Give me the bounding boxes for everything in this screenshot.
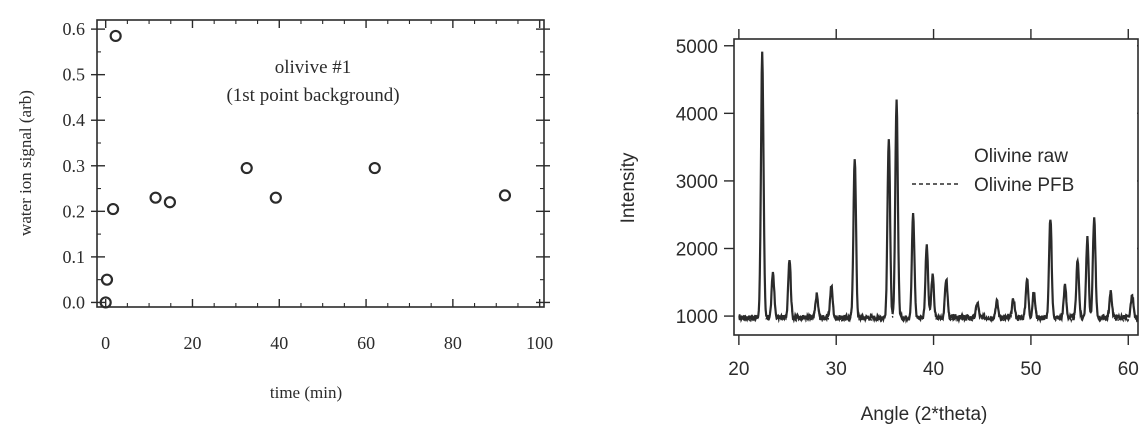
- scatter-point: [109, 29, 122, 43]
- chart-subtitle: (1st point background): [226, 85, 399, 106]
- x-tick-label-left: 60: [357, 333, 375, 353]
- chart-title: olivive #1: [275, 57, 352, 78]
- y-tick-label-left: 0.2: [63, 201, 86, 221]
- x-tick-label-left: 40: [270, 333, 288, 353]
- x-tick-label-right: 60: [1118, 359, 1139, 380]
- x-tick-label-left: 20: [183, 333, 201, 353]
- scatter-point: [99, 296, 112, 309]
- tick-marks-left: 0 20 40 60 80 100 0.0 0.1 0.2 0.3 0.4 0.5 0.6: [63, 19, 554, 353]
- y-tick-label-left: 0.1: [63, 247, 86, 267]
- y-tick-label-left: 0.0: [63, 292, 86, 312]
- x-tick-label-left: 80: [444, 333, 462, 353]
- plot-frame-left: [96, 19, 545, 308]
- x-tick-label-left: 0: [101, 333, 110, 353]
- y-tick-label-left: 0.5: [63, 65, 86, 85]
- x-tick-label-right: 40: [923, 359, 944, 380]
- plot-frame-right: [733, 38, 1139, 336]
- chart-xrd-intensity: 20 30 40 50 60 1000 2000 3000 4000 5000 Olivine r…: [618, 29, 1139, 425]
- series-line-olivine-pfb: [738, 64, 1139, 324]
- scatter-point: [149, 191, 162, 204]
- y-tick-label-right: 2000: [676, 239, 718, 260]
- y-tick-label-right: 3000: [676, 172, 718, 193]
- legend-label-olivine-raw: Olivine raw: [974, 146, 1068, 167]
- x-tick-label-right: 20: [728, 359, 749, 380]
- legend: Olivine raw Olivine PFB: [912, 146, 1074, 196]
- y-tick-label-left: 0.6: [63, 19, 86, 39]
- scatter-point: [269, 191, 282, 204]
- chart-water-ion-signal: 0 20 40 60 80 100 0.0 0.1 0.2 0.3 0.4 0.5 0.6 oliviv…: [16, 19, 553, 402]
- y-axis-label-left: water ion signal (arb): [16, 90, 35, 236]
- x-tick-label-right: 50: [1020, 359, 1041, 380]
- x-tick-label-left: 100: [526, 333, 553, 353]
- series-line-olivine-raw: [738, 51, 1139, 324]
- scatter-point: [163, 196, 177, 209]
- y-tick-label-right: 4000: [676, 104, 718, 125]
- scatter-point: [368, 161, 381, 175]
- scatter-point: [106, 202, 120, 216]
- scatter-points: [99, 29, 512, 309]
- series-lines: [738, 51, 1139, 324]
- scatter-point: [100, 273, 114, 286]
- legend-label-olivine-pfb: Olivine PFB: [974, 175, 1074, 196]
- y-tick-label-left: 0.3: [63, 156, 86, 176]
- y-tick-label-right: 1000: [676, 307, 718, 328]
- y-tick-label-right: 5000: [676, 37, 718, 58]
- scatter-point: [498, 189, 512, 202]
- scatter-point: [240, 161, 253, 175]
- x-axis-label-right: Angle (2*theta): [861, 404, 988, 425]
- y-axis-label-right: Intensity: [618, 152, 639, 223]
- y-tick-label-left: 0.4: [63, 110, 86, 130]
- tick-marks-right: 20 30 40 50 60 1000 2000 3000 4000 5000: [676, 29, 1139, 380]
- x-tick-label-right: 30: [826, 359, 847, 380]
- x-axis-label-left: time (min): [270, 383, 342, 402]
